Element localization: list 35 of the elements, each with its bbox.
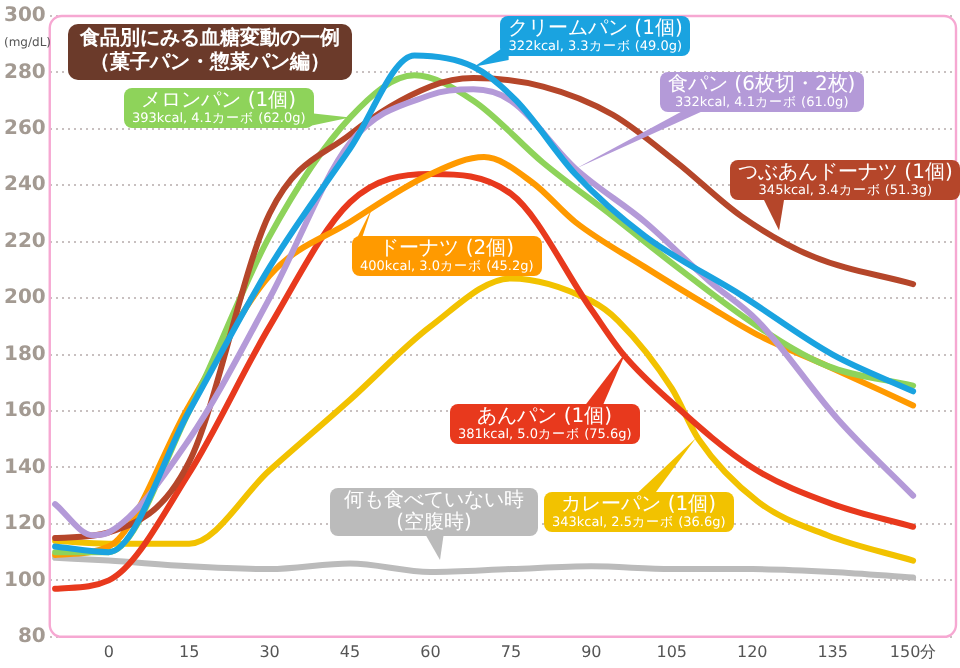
x-tick-label: 120 [736, 642, 768, 661]
x-tick-label: 75 [500, 642, 522, 661]
x-tick-label: 60 [420, 642, 441, 661]
y-tick-label: 140 [4, 456, 46, 479]
y-tick-label: 240 [4, 174, 46, 197]
x-tick-label: 0 [103, 642, 114, 661]
y-tick-label: 220 [4, 230, 46, 253]
series-label: ドーナツ (2個) [377, 238, 517, 260]
x-tick-label: 30 [259, 642, 280, 661]
y-tick-label: 120 [4, 513, 46, 536]
text: （菓子パン・惣菜パン編） [88, 52, 332, 76]
series-label: 何も食べていない時 (空腹時) [342, 490, 526, 534]
text: 食品別にみる血糖変動の一例 [80, 28, 340, 51]
text: クリームパン (1個) [508, 18, 683, 40]
x-tick-label: 45 [339, 642, 361, 661]
x-tick-label: 105 [656, 642, 688, 661]
text: あんパン (1個) [475, 406, 615, 428]
series-label: カレーパン (1個) [559, 494, 719, 516]
line-series [52, 275, 917, 564]
y-tick-label: 160 [4, 400, 46, 423]
y-tick-label: 200 [4, 287, 46, 310]
x-tick-label: 135 [817, 642, 848, 661]
y-tick-label: 80 [17, 625, 46, 648]
x-tick-label: 150分 [889, 642, 937, 661]
x-tick-label: 90 [581, 642, 602, 661]
y-tick-label: 280 [4, 61, 46, 84]
y-tick-label: 100 [4, 569, 46, 592]
text: メロンパン (1個) [139, 90, 299, 112]
series-label: つぶあんドーナツ (1個) [738, 162, 953, 184]
y-tick-label: 180 [4, 343, 46, 366]
y-tick-label: 260 [4, 118, 46, 141]
y-tick-label: 300 [4, 5, 46, 28]
line-series [52, 554, 917, 581]
x-tick-label: 15 [178, 642, 200, 661]
text: 食パン (6枚切・2枚) [668, 74, 856, 96]
